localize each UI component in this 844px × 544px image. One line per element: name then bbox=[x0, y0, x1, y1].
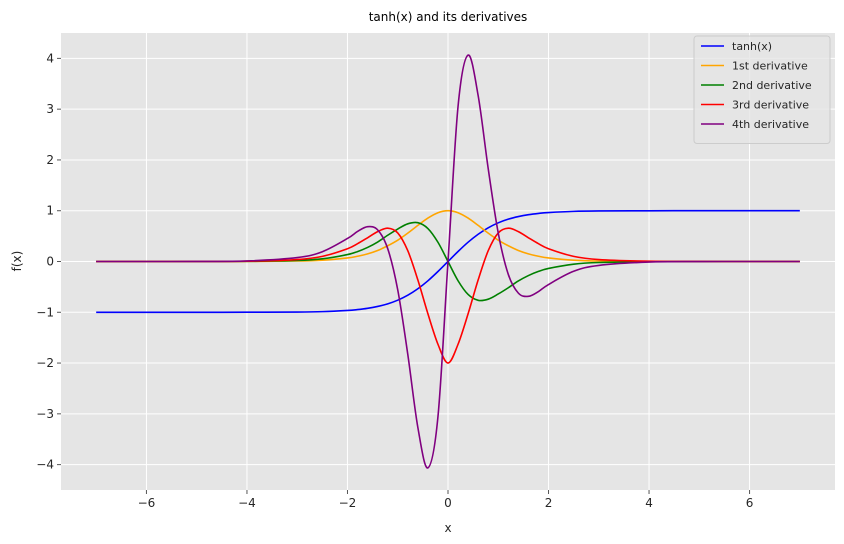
x-tick-label: 0 bbox=[444, 496, 452, 510]
chart-title: tanh(x) and its derivatives bbox=[369, 10, 528, 24]
x-tick-label: −6 bbox=[138, 496, 156, 510]
y-axis-label: f(x) bbox=[10, 251, 24, 272]
y-tick-label: 0 bbox=[46, 255, 54, 269]
legend: tanh(x) 1st derivative 2nd derivative 3rd d… bbox=[693, 35, 831, 144]
x-axis-ticks: −6 −4 −2 0 2 4 6 bbox=[138, 490, 754, 510]
legend-box bbox=[693, 35, 831, 144]
y-tick-label: 1 bbox=[46, 204, 54, 218]
y-tick-label: −1 bbox=[36, 305, 54, 319]
series-line-2 bbox=[96, 209, 800, 263]
x-axis-label: x bbox=[444, 521, 451, 535]
x-tick-label: 4 bbox=[645, 496, 653, 510]
x-tick-label: 6 bbox=[746, 496, 754, 510]
legend-label-5: 4th derivative bbox=[732, 118, 809, 131]
legend-label-2: 1st derivative bbox=[732, 60, 808, 73]
y-axis-ticks: −4 −3 −2 −1 0 1 2 3 4 bbox=[36, 51, 61, 472]
legend-label-1: tanh(x) bbox=[732, 40, 772, 53]
y-tick-label: −3 bbox=[36, 407, 54, 421]
x-tick-label: −4 bbox=[238, 496, 256, 510]
y-tick-label: −2 bbox=[36, 356, 54, 370]
series-line-5 bbox=[96, 54, 800, 469]
x-tick-label: 2 bbox=[545, 496, 553, 510]
x-tick-label: −2 bbox=[339, 496, 357, 510]
series-line-4 bbox=[96, 227, 800, 364]
y-tick-label: 3 bbox=[46, 102, 54, 116]
series-lines bbox=[96, 54, 800, 469]
y-tick-label: 2 bbox=[46, 153, 54, 167]
legend-label-3: 2nd derivative bbox=[732, 79, 812, 92]
legend-label-4: 3rd derivative bbox=[732, 99, 809, 112]
y-tick-label: 4 bbox=[46, 51, 54, 65]
y-tick-label: −4 bbox=[36, 458, 54, 472]
